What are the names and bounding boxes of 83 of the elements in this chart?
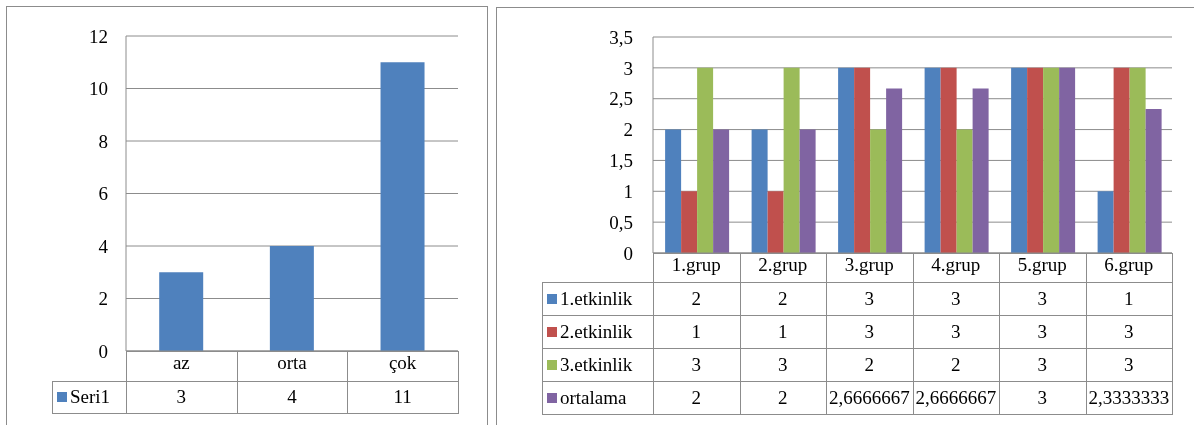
data-label: 1 [1124,287,1134,310]
legend-label: 2.etkinlik [560,320,633,343]
x-tick-label: 2.grup [758,254,808,276]
bar [972,88,989,253]
data-label: 3 [1037,320,1047,343]
y-tick-label: 2,5 [609,88,633,110]
data-label: 2 [951,353,961,376]
y-tick-label: 8 [98,130,108,152]
y-tick-label: 1 [623,181,633,203]
bar [940,67,957,253]
bar [1043,67,1060,253]
legend-label: 3.etkinlik [560,353,633,376]
x-tick-label: 3.grup [844,254,894,276]
data-label: 2 [778,386,788,409]
data-label: 3 [864,287,874,310]
bar [767,191,784,253]
bar [713,129,730,253]
x-tick-label: 5.grup [1017,254,1067,276]
x-tick-label: 4.grup [931,254,981,276]
data-label: 1 [778,320,788,343]
bar [269,246,314,351]
y-tick-label: 0 [98,340,108,362]
bar [854,67,871,253]
data-label: 3 [691,353,701,376]
x-tick-label: 6.grup [1104,254,1154,276]
legend-label: Seri1 [70,386,111,408]
y-tick-label: 3 [623,57,633,79]
data-label: 3 [864,320,874,343]
data-label: 2 [691,287,701,310]
y-tick-label: 10 [89,78,108,100]
data-label: 3 [176,386,187,408]
bar [886,88,903,253]
y-tick-label: 6 [98,183,108,205]
data-label: 11 [393,386,412,408]
data-label: 3 [1037,287,1047,310]
data-label: 2 [864,353,874,376]
bar [1027,67,1044,253]
bar [1097,191,1114,253]
bar [1145,109,1162,253]
bar [751,129,768,253]
data-label: 1 [691,320,701,343]
data-label: 3 [951,287,961,310]
bar [1011,67,1028,253]
x-tick-label: orta [277,352,308,374]
data-label: 2,6666667 [915,386,997,409]
data-label: 2 [778,287,788,310]
bar [697,67,714,253]
bar [1059,67,1076,253]
bar [681,191,698,253]
bar [1129,67,1146,253]
y-tick-label: 12 [89,25,108,47]
bar [159,272,204,351]
x-tick-label: az [172,352,190,374]
y-tick-label: 4 [98,235,109,257]
data-label: 3 [1124,353,1134,376]
data-label: 3 [951,320,961,343]
data-label: 3 [1037,386,1047,409]
bar [783,67,800,253]
y-tick-label: 3,5 [609,26,633,48]
bar [838,67,855,253]
bar [799,129,816,253]
y-tick-label: 2 [623,119,633,141]
bar [1113,67,1130,253]
bar [665,129,682,253]
data-label: 4 [287,386,297,408]
bar [956,129,973,253]
data-label: 3 [778,353,788,376]
y-tick-label: 0,5 [609,211,633,233]
x-tick-label: çok [388,352,417,374]
y-tick-label: 1,5 [609,150,633,172]
data-label: 2,3333333 [1088,386,1170,409]
data-label: 3 [1124,320,1134,343]
y-tick-label: 0 [623,242,633,264]
bar [380,62,425,351]
data-label: 3 [1037,353,1047,376]
y-tick-label: 2 [98,288,108,310]
bar [870,129,887,253]
legend-label: ortalama [560,386,627,409]
legend-label: 1.etkinlik [560,287,633,310]
x-tick-label: 1.grup [671,254,721,276]
data-label: 2 [691,386,701,409]
data-label: 2,6666667 [828,386,910,409]
bar [924,67,941,253]
